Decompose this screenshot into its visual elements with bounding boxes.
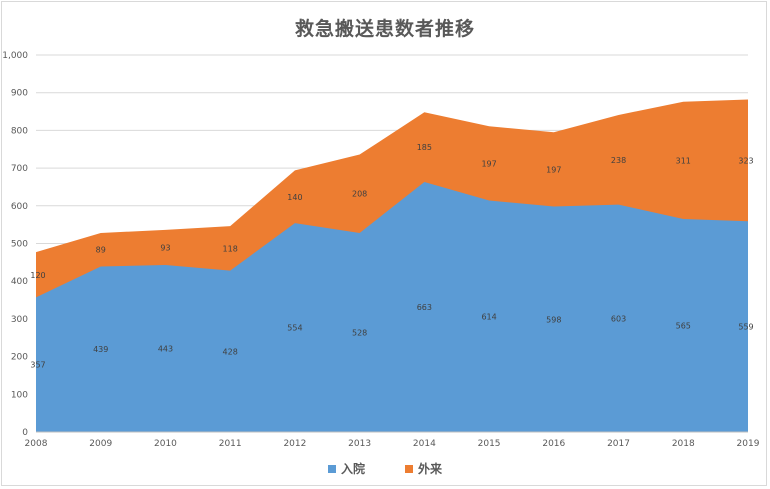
x-tick-label: 2016 [542,439,565,449]
legend-item-outpatient: 外来 [405,460,442,477]
data-label-outpatient: 208 [352,190,367,199]
data-label-inpatient: 357 [30,361,45,370]
data-label-inpatient: 559 [738,323,753,332]
data-label-inpatient: 614 [481,312,496,321]
x-tick-label: 2009 [89,439,112,449]
legend-item-inpatient: 入院 [327,460,365,477]
x-tick-label: 2011 [219,439,242,449]
data-label-outpatient: 185 [417,143,432,152]
data-label-inpatient: 428 [223,347,238,356]
x-tick-label: 2013 [348,439,371,449]
x-tick-label: 2017 [607,439,630,449]
data-label-outpatient: 89 [96,246,106,255]
y-tick-label: 200 [11,353,28,363]
y-tick-label: 700 [11,164,28,174]
data-label-outpatient: 140 [287,193,302,202]
x-tick-label: 2015 [478,439,501,449]
y-tick-label: 800 [11,126,28,136]
data-label-inpatient: 554 [287,324,302,333]
y-tick-label: 600 [11,202,28,212]
x-tick-label: 2014 [413,439,436,449]
x-tick-label: 2018 [672,439,695,449]
data-label-outpatient: 197 [546,165,561,174]
x-tick-label: 2008 [25,439,48,449]
area-inpatient [36,182,748,432]
data-label-outpatient: 323 [738,156,753,165]
legend-swatch-inpatient [327,464,336,473]
x-tick-label: 2019 [737,439,760,449]
data-label-inpatient: 598 [546,315,561,324]
data-label-inpatient: 565 [676,321,691,330]
data-label-outpatient: 93 [160,243,170,252]
chart-title: 救急搬送患数者推移 [294,18,475,40]
y-tick-label: 100 [11,390,28,400]
data-label-inpatient: 443 [158,344,173,353]
data-label-outpatient: 197 [481,159,496,168]
data-label-inpatient: 439 [93,345,108,354]
y-tick-label: 400 [11,277,28,287]
legend-label-outpatient: 外来 [418,462,443,476]
y-tick-label: 1,000 [2,51,28,61]
y-tick-label: 500 [11,240,28,250]
legend-swatch-outpatient [405,464,413,473]
data-label-outpatient: 120 [30,271,45,280]
y-tick-label: 900 [11,89,28,99]
data-label-inpatient: 528 [352,328,367,337]
x-tick-label: 2010 [154,439,177,449]
y-tick-label: 0 [22,428,28,438]
data-label-inpatient: 663 [417,303,432,312]
data-label-outpatient: 311 [676,156,691,165]
chart-legend: 入院 外来 [0,460,770,477]
data-label-outpatient: 238 [611,156,626,165]
legend-label-inpatient: 入院 [340,462,365,476]
y-tick-label: 300 [11,315,28,325]
data-label-outpatient: 118 [223,244,238,253]
data-label-inpatient: 603 [611,314,626,323]
x-tick-label: 2012 [283,439,306,449]
